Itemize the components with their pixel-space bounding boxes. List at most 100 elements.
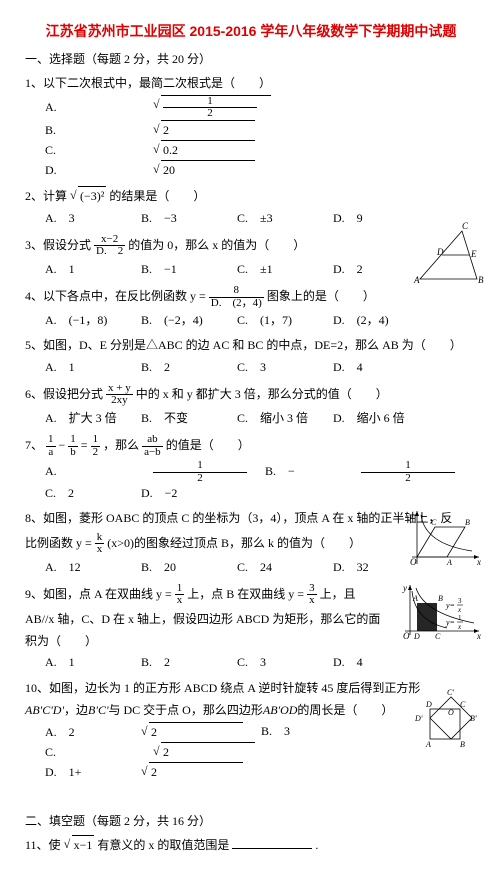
q9-opt-b: B. 2 (141, 653, 231, 672)
q2-opt-b: B. −3 (141, 209, 231, 228)
svg-text:A: A (446, 558, 452, 567)
svg-text:B: B (438, 594, 443, 603)
q9-opt-a: A. 1 (45, 653, 135, 672)
svg-text:D: D (436, 247, 444, 257)
question-9-line3: 积为（ ） (25, 632, 477, 651)
sqrt-icon: 2 (141, 762, 249, 782)
q7-opt-a: A. 12 (45, 460, 259, 484)
question-6: 6、假设把分式 x + y2xy 中的 x 和 y 都扩大 3 倍，那么分式的值… (25, 383, 477, 407)
q3-opt-b: B. −1 (141, 260, 231, 279)
svg-text:A: A (413, 275, 420, 285)
q4-options: A. (−1，8) B. (−2，4) C. (1，7) D. (2，4) (45, 311, 477, 330)
question-9-line2: AB//x 轴，C、D 在 x 轴上，假设四边形 ABCD 为矩形，那么它的面 (25, 610, 477, 629)
q1-opt-d: D. 20 (45, 160, 267, 180)
question-10: 10、如图，边长为 1 的正方形 ABCD 绕点 A 逆时针旋转 45 度后得到… (25, 679, 477, 698)
q7-opt-d: D. −2 (141, 484, 231, 503)
svg-text:B: B (460, 740, 465, 749)
fraction: 1x (175, 583, 185, 607)
fraction: 1a (46, 434, 56, 458)
q5-opt-b: B. 2 (141, 358, 231, 377)
q2-options: A. 3 B. −3 C. ±3 D. 9 (45, 209, 477, 228)
sqrt-icon: 2 (141, 722, 249, 742)
q6-options: A. 扩大 3 倍 B. 不变 C. 缩小 3 倍 D. 缩小 6 倍 (45, 409, 477, 428)
q2-opt-a: A. 3 (45, 209, 135, 228)
blank-fill (232, 836, 312, 849)
q2-opt-c: C. ±3 (237, 209, 327, 228)
q5-opt-a: A. 1 (45, 358, 135, 377)
question-11: 11、使 x−1 有意义的 x 的取值范围是 . (25, 835, 477, 855)
svg-text:C: C (431, 518, 437, 527)
question-9: 9、如图，点 A 在双曲线 y = 1x 上，点 B 在双曲线 y = 3x 上… (25, 583, 477, 607)
q1-opt-a: A. 12 (45, 95, 283, 120)
q7-opt-c: C. 2 (45, 484, 135, 503)
svg-text:3: 3 (458, 597, 462, 605)
q9-opt-c: C. 3 (237, 653, 327, 672)
q3-opt-d: D. 2 (333, 260, 423, 279)
question-3: 3、假设分式 x−2D. 2 的值为 0，那么 x 的值为（ ） C D E A… (25, 234, 477, 258)
question-8-line2: 比例函数 y = kx (x>0)的图象经过顶点 B，那么 k 的值为（ ） (25, 532, 477, 556)
q9-opt-d: D. 4 (333, 653, 423, 672)
q7-options: A. 12 B. −12 C. 2 D. −2 (45, 460, 477, 503)
section-2-heading: 二、填空题（每题 2 分，共 16 分） (25, 812, 477, 831)
q1-opt-b: B. 2 (45, 120, 267, 140)
section-1-heading: 一、选择题（每题 2 分，共 20 分） (25, 50, 477, 69)
q6-opt-d: D. 缩小 6 倍 (333, 409, 423, 428)
question-7: 7、 1a − 1b = 12 ，那么 aba−b 的值是（ ） (25, 434, 477, 458)
svg-text:O: O (410, 557, 417, 567)
fraction: 8D. (2，4) (209, 285, 264, 309)
q4-opt-c: C. (1，7) (237, 311, 327, 330)
svg-text:y=: y= (445, 601, 455, 610)
q2-opt-d: D. 9 (333, 209, 423, 228)
sqrt-icon: 20 (153, 160, 261, 180)
svg-text:A: A (425, 740, 431, 749)
question-8: 8、如图，菱形 OABC 的顶点 C 的坐标为（3，4），顶点 A 在 x 轴的… (25, 509, 477, 528)
q3-opt-c: C. ±1 (237, 260, 327, 279)
sqrt-icon: (−3)² (70, 186, 106, 206)
svg-text:B: B (478, 275, 484, 285)
exam-title: 江苏省苏州市工业园区 2015-2016 学年八年级数学下学期期中试题 (25, 20, 477, 42)
svg-text:C: C (462, 221, 469, 231)
q6-opt-b: B. 不变 (141, 409, 231, 428)
question-4: 4、以下各点中，在反比例函数 y = 8D. (2，4) 图象上的是（ ） (25, 285, 477, 309)
sqrt-icon: x−1 (64, 835, 95, 855)
question-10-line2: AB'C'D'，边B'C'与 DC 交于点 O，那么四边形AB'OD的周长是（ … (25, 701, 477, 720)
svg-text:A: A (412, 594, 418, 603)
question-1: 1、以下二次根式中，最简二次根式是（ ） (25, 74, 477, 93)
sqrt-icon: 0.2 (153, 140, 261, 160)
sqrt-icon: 2 (153, 120, 261, 140)
q4-opt-b: B. (−2，4) (141, 311, 231, 330)
fraction: kx (95, 532, 105, 556)
q6-opt-c: C. 缩小 3 倍 (237, 409, 327, 428)
fraction: x−2D. 2 (94, 234, 125, 258)
q1-options: A. 12 B. 2 C. 0.2 D. 20 (45, 95, 477, 181)
q9-options: A. 1 B. 2 C. 3 D. 4 (45, 653, 477, 672)
q7-opt-b: B. −12 (265, 460, 467, 484)
q5-opt-c: C. 3 (237, 358, 327, 377)
svg-text:x: x (476, 557, 481, 567)
svg-text:E: E (470, 249, 477, 259)
q10-opt-d: D. 1+2 (45, 762, 255, 782)
svg-text:y: y (402, 583, 407, 593)
q8-opt-c: C. 24 (237, 558, 327, 577)
q8-opt-a: A. 12 (45, 558, 135, 577)
fraction: 12 (91, 434, 101, 458)
sqrt-icon: 2 (153, 742, 261, 762)
q5-options: A. 1 B. 2 C. 3 D. 4 (45, 358, 477, 377)
sqrt-icon: 12 (153, 95, 277, 120)
fraction: x + y2xy (106, 383, 133, 407)
fraction: 1b (68, 434, 78, 458)
triangle-figure: C D E A B (412, 229, 482, 284)
q6-opt-a: A. 扩大 3 倍 (45, 409, 135, 428)
q10-opt-b: B. 3 (261, 722, 351, 742)
q8-opt-b: B. 20 (141, 558, 231, 577)
fraction: aba−b (142, 434, 163, 458)
q10-opt-c: C. 2 (45, 742, 267, 762)
svg-text:B: B (465, 518, 470, 527)
q1-opt-c: C. 0.2 (45, 140, 267, 160)
svg-text:C': C' (447, 688, 454, 697)
q4-opt-a: A. (−1，8) (45, 311, 135, 330)
question-5: 5、如图，D、E 分别是△ABC 的边 AC 和 BC 的中点，DE=2，那么 … (25, 336, 477, 355)
q10-opt-a: A. 22 (45, 722, 255, 742)
question-2: 2、计算 (−3)² 的结果是（ ） (25, 186, 477, 206)
fraction: 3x (307, 583, 317, 607)
